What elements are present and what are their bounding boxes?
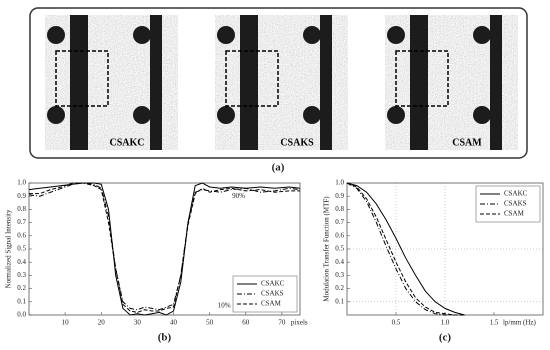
phantom-dot <box>473 26 491 44</box>
phantom-dot <box>303 106 321 124</box>
phantom-dot <box>47 106 65 124</box>
y-tick-label: 0.6 <box>335 231 344 239</box>
legend-label: CSAM <box>504 210 525 218</box>
phantom-bar <box>240 15 258 150</box>
phantom-bar <box>410 15 428 150</box>
x-tick-label: 70 <box>278 319 286 327</box>
phantom-dot <box>217 26 235 44</box>
x-tick-label: 20 <box>98 319 106 327</box>
y-tick-label: 0.5 <box>17 245 26 253</box>
y-tick-label: 0.1 <box>335 297 344 305</box>
series-line <box>346 182 465 316</box>
x-tick-label: 30 <box>134 319 142 327</box>
caption: (b) <box>158 332 172 344</box>
x-tick-label: 40 <box>170 319 178 327</box>
phantom-dot <box>47 26 65 44</box>
phantom-dot <box>387 26 405 44</box>
y-tick-label: 0.8 <box>17 205 26 213</box>
y-tick-label: 0.3 <box>17 271 26 279</box>
y-tick-label: 0.9 <box>17 192 26 200</box>
y-axis-label: Modulation Transfer Function (MTF) <box>323 196 331 302</box>
annotation: 90% <box>232 192 245 200</box>
image-label: CSAM <box>452 137 482 148</box>
legend-label: CSAKS <box>504 200 527 208</box>
legend-box <box>475 185 541 223</box>
x-tick-label: 0.5 <box>392 319 401 327</box>
y-tick-label: 1.0 <box>17 179 26 187</box>
y-tick-label: 0.6 <box>17 231 26 239</box>
phantom-bar <box>70 15 88 150</box>
phantom-dot <box>303 26 321 44</box>
phantom-bar <box>490 15 502 150</box>
y-tick-label: 0.4 <box>17 258 26 266</box>
caption: (c) <box>439 332 452 344</box>
phantom-dot <box>473 106 491 124</box>
x-tick-label: 1.5 <box>490 319 499 327</box>
legend-label: CSAKS <box>261 290 284 298</box>
y-tick-label: 0.8 <box>335 205 344 213</box>
y-tick-label: 0.4 <box>335 258 344 266</box>
x-axis-label: lp/mm (Hz) <box>503 319 537 327</box>
y-tick-label: 0.7 <box>17 218 26 226</box>
y-tick-label: 0.1 <box>17 297 26 305</box>
x-tick-label: 1.0 <box>441 319 450 327</box>
phantom-dot <box>133 106 151 124</box>
image-label: CSAKC <box>109 137 144 148</box>
y-tick-label: 0.0 <box>17 311 26 319</box>
legend-label: CSAKC <box>504 190 528 198</box>
y-tick-label: 0.7 <box>335 218 344 226</box>
phantom-bar <box>150 15 162 150</box>
legend-label: CSAKC <box>261 280 285 288</box>
roi-box <box>395 50 449 107</box>
legend-box <box>232 275 298 313</box>
y-tick-label: 1.0 <box>335 179 344 187</box>
x-tick-label: 10 <box>62 319 70 327</box>
phantom-dot <box>133 26 151 44</box>
y-tick-label: 0.2 <box>335 284 344 292</box>
caption: (a) <box>272 162 285 174</box>
y-tick-label: 0.3 <box>335 271 344 279</box>
x-tick-label: 60 <box>242 319 250 327</box>
y-axis-label: Normalized Signal Intensity <box>5 209 13 288</box>
roi-box <box>55 50 109 107</box>
phantom-dot <box>217 106 235 124</box>
image-label: CSAKS <box>280 137 314 148</box>
image-row: CSAKC CSAKS CSAM <box>45 15 518 150</box>
series-line <box>346 182 465 316</box>
roi-box <box>225 50 279 107</box>
x-tick-label: 50 <box>206 319 214 327</box>
series-line <box>346 182 465 316</box>
series-line <box>29 182 300 313</box>
legend-label: CSAM <box>261 300 282 308</box>
x-axis-label: pixels <box>291 319 308 327</box>
phantom-bar <box>320 15 332 150</box>
phantom-dot <box>387 106 405 124</box>
annotation: 10% <box>218 301 231 309</box>
y-tick-label: 0.9 <box>335 192 344 200</box>
y-tick-label: 0.5 <box>335 245 344 253</box>
y-tick-label: 0.2 <box>17 284 26 292</box>
